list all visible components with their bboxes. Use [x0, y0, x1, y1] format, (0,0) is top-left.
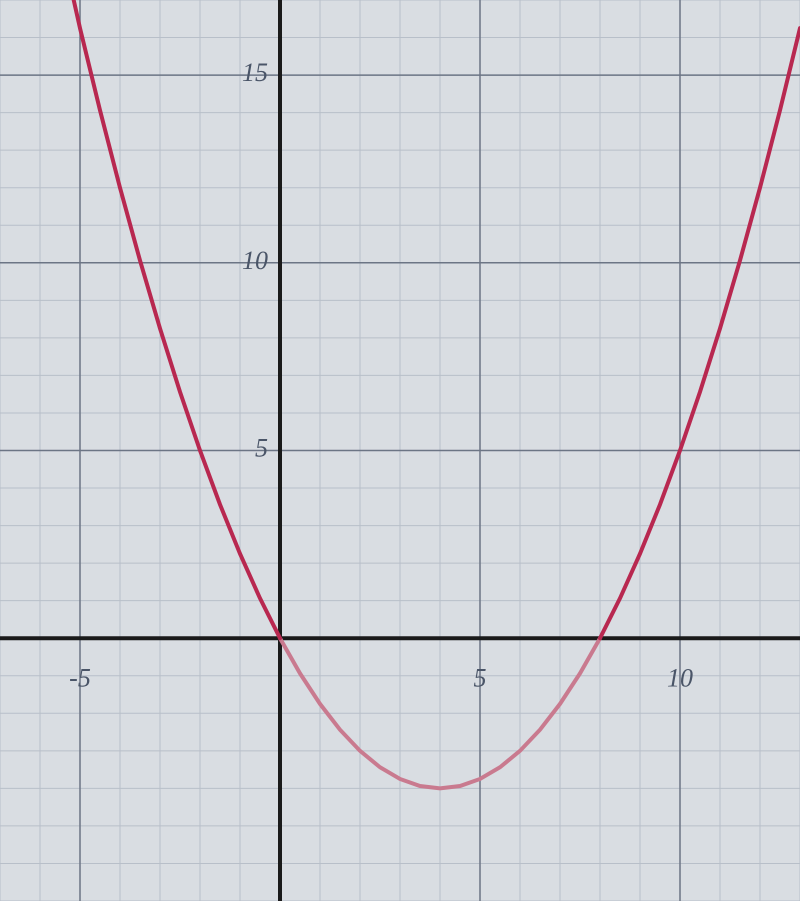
x-tick-label-neg5: -5: [69, 664, 91, 693]
parabola-chart: -5 5 10 5 10 15: [0, 0, 800, 901]
chart-container: -5 5 10 5 10 15: [0, 0, 800, 901]
x-tick-label-5: 5: [474, 664, 487, 693]
y-tick-label-15: 15: [242, 58, 268, 87]
y-tick-label-5: 5: [255, 433, 268, 462]
y-tick-label-10: 10: [242, 246, 268, 275]
x-tick-label-10: 10: [667, 664, 693, 693]
